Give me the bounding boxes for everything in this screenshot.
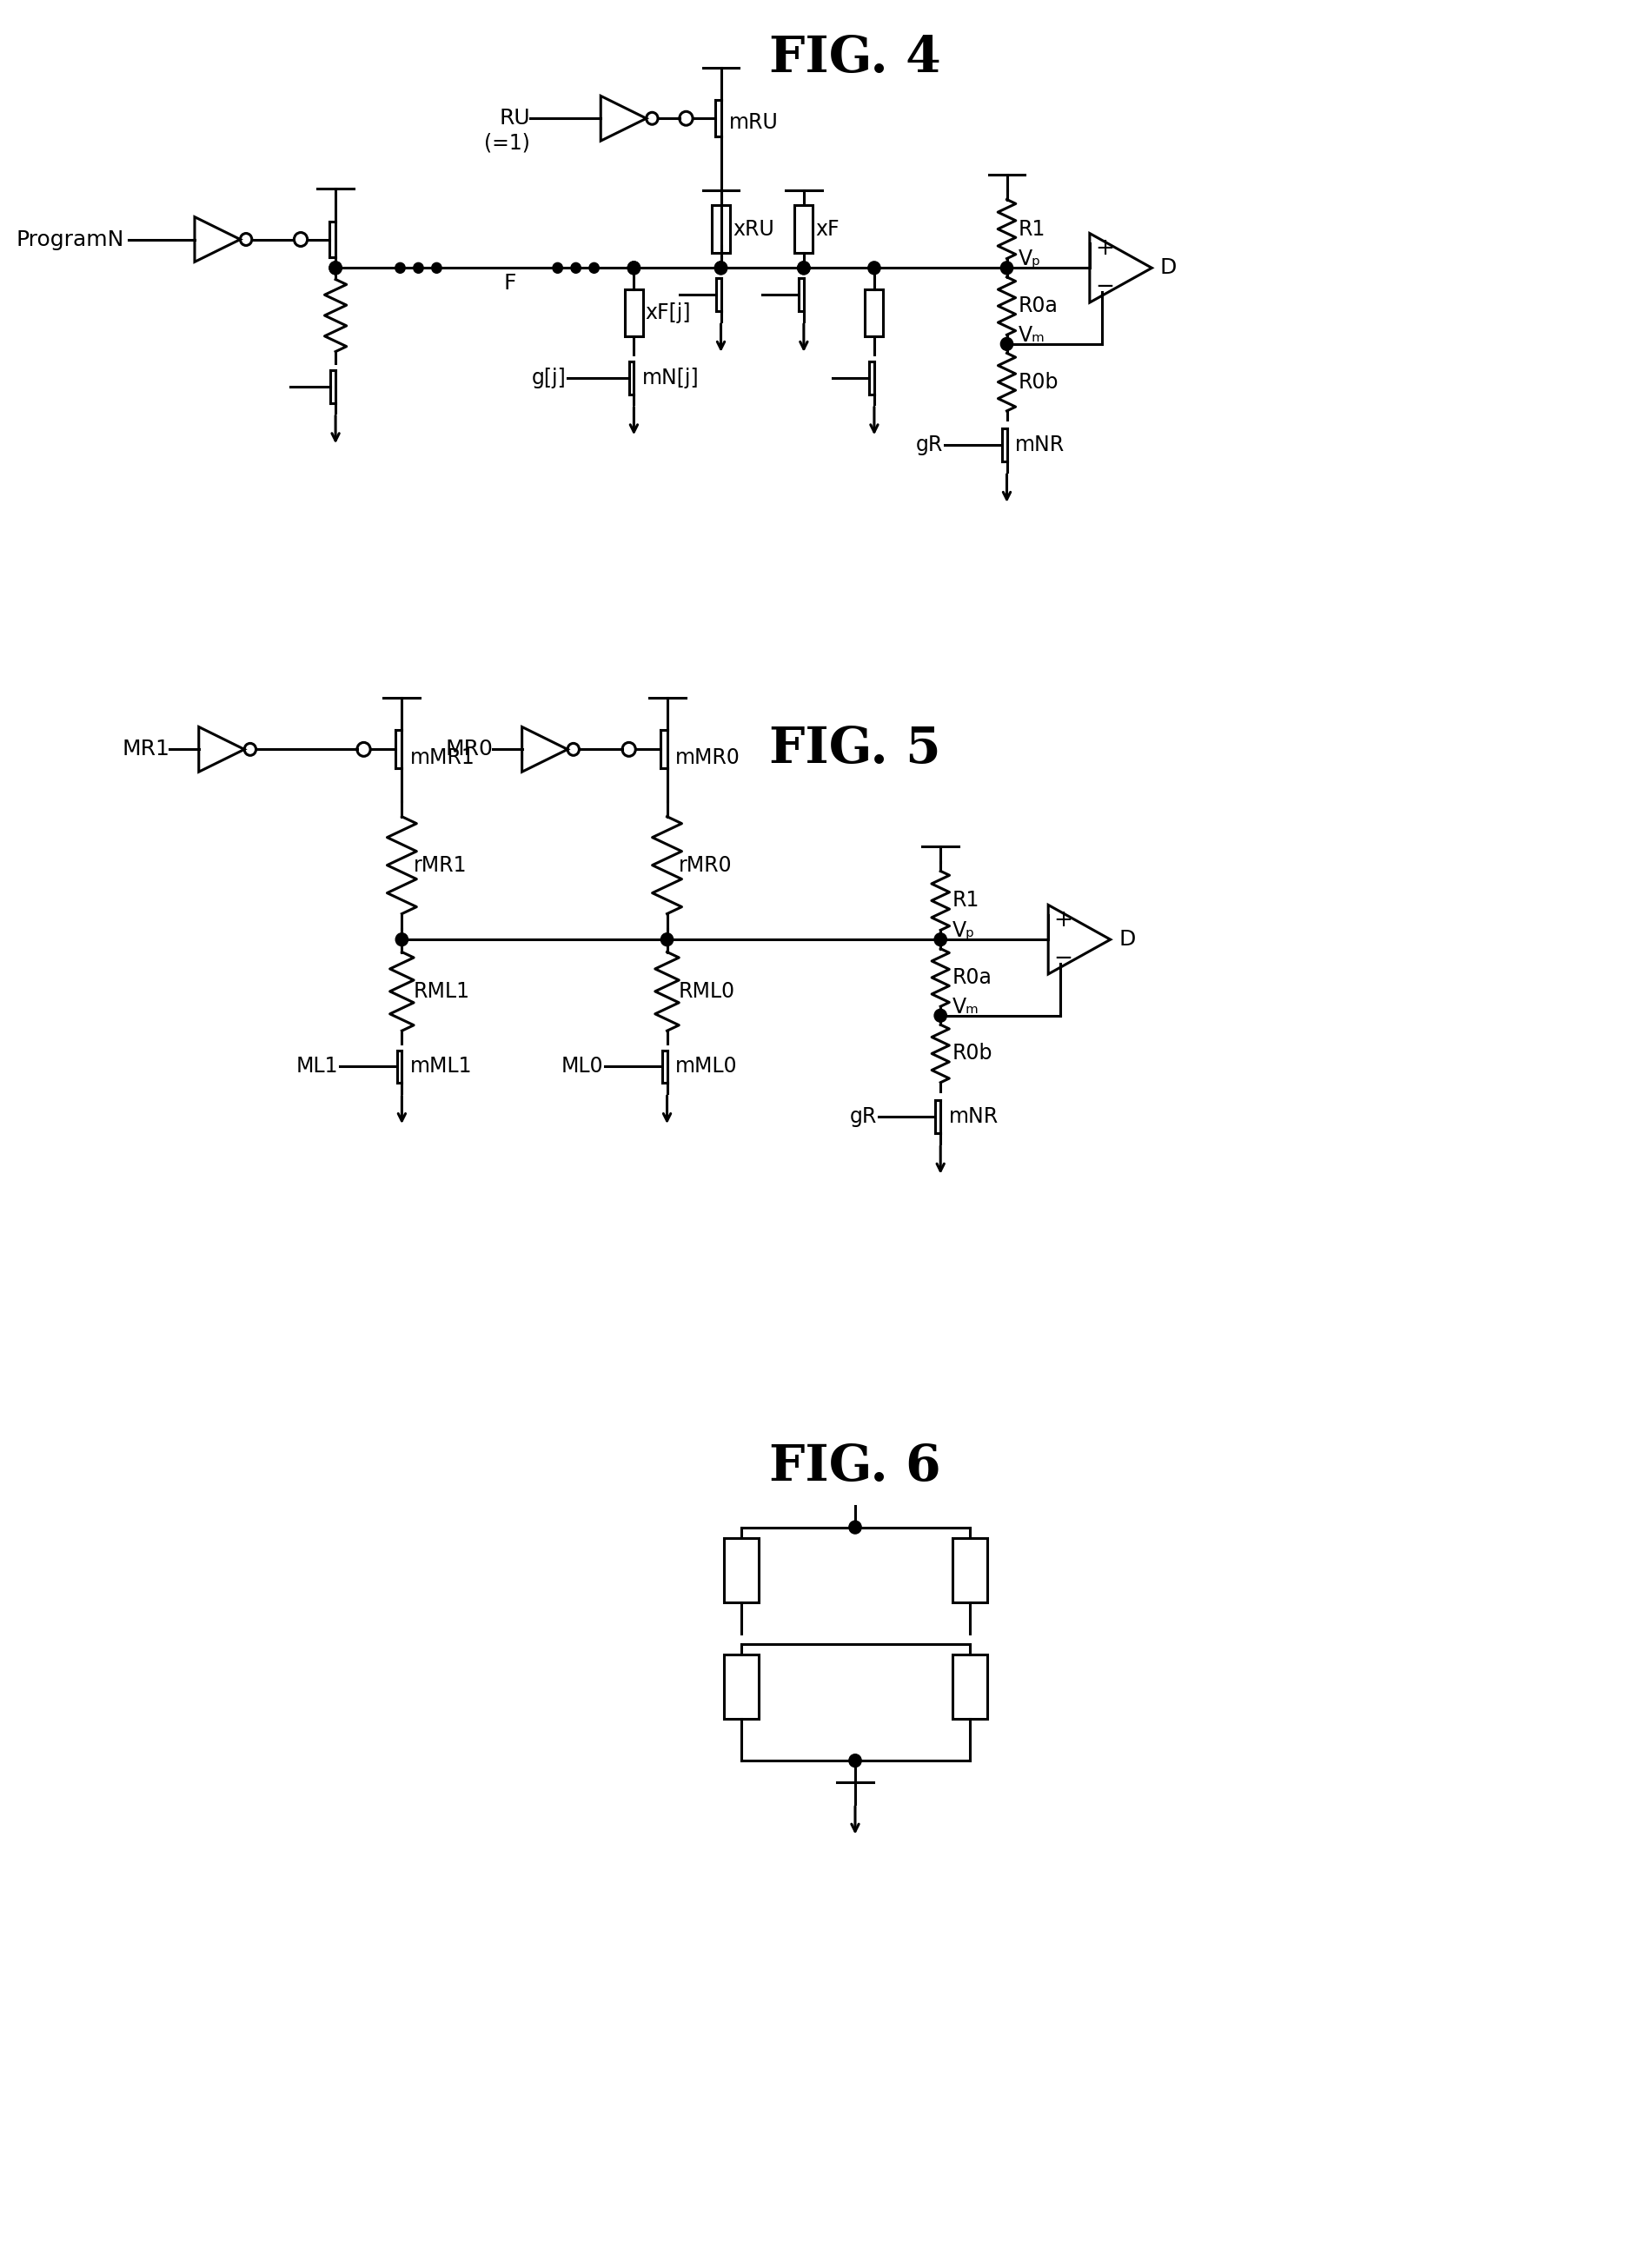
Text: FIG. 6: FIG. 6 bbox=[769, 1442, 942, 1490]
Text: xF: xF bbox=[815, 218, 839, 240]
Text: FIG. 5: FIG. 5 bbox=[769, 726, 942, 773]
Bar bbox=[625, 288, 644, 336]
Bar bbox=[711, 206, 731, 252]
Circle shape bbox=[329, 261, 342, 274]
Text: ProgramN: ProgramN bbox=[16, 229, 123, 249]
Text: D: D bbox=[1119, 930, 1136, 950]
Text: ML1: ML1 bbox=[296, 1057, 337, 1077]
Bar bbox=[866, 288, 884, 336]
Text: mMR0: mMR0 bbox=[675, 748, 741, 769]
Text: mML1: mML1 bbox=[410, 1057, 472, 1077]
Text: gR: gR bbox=[849, 1107, 877, 1127]
Bar bbox=[724, 1538, 759, 1603]
Text: R1: R1 bbox=[951, 891, 979, 912]
Text: mNR: mNR bbox=[948, 1107, 999, 1127]
Text: +: + bbox=[1053, 909, 1073, 932]
Circle shape bbox=[329, 261, 342, 274]
Circle shape bbox=[627, 261, 640, 274]
Text: Vₚ: Vₚ bbox=[951, 921, 974, 941]
Text: xF[j]: xF[j] bbox=[645, 302, 691, 324]
Text: xRU: xRU bbox=[732, 218, 774, 240]
Text: mRU: mRU bbox=[729, 113, 779, 134]
Text: Vₚ: Vₚ bbox=[1019, 249, 1042, 270]
Text: R1: R1 bbox=[1019, 218, 1045, 240]
Text: g[j]: g[j] bbox=[532, 367, 566, 388]
Text: MR1: MR1 bbox=[122, 739, 170, 760]
Text: (=1): (=1) bbox=[484, 132, 530, 152]
Text: Vₘ: Vₘ bbox=[1019, 324, 1045, 345]
Text: Vₘ: Vₘ bbox=[951, 996, 979, 1018]
Text: RML0: RML0 bbox=[678, 982, 736, 1002]
Circle shape bbox=[553, 263, 563, 272]
Text: −: − bbox=[1095, 277, 1114, 297]
Text: F: F bbox=[504, 272, 515, 295]
Circle shape bbox=[714, 261, 728, 274]
Circle shape bbox=[935, 1009, 946, 1023]
Bar bbox=[795, 206, 813, 252]
Text: rMR0: rMR0 bbox=[678, 855, 732, 875]
Text: RU: RU bbox=[499, 109, 530, 129]
Text: mN[j]: mN[j] bbox=[642, 367, 700, 388]
Circle shape bbox=[571, 263, 581, 272]
Circle shape bbox=[714, 261, 728, 274]
Text: −: − bbox=[1053, 948, 1073, 971]
Text: +: + bbox=[1095, 238, 1114, 261]
Text: mML0: mML0 bbox=[675, 1057, 737, 1077]
Text: MR0: MR0 bbox=[446, 739, 494, 760]
Circle shape bbox=[1001, 261, 1012, 274]
Circle shape bbox=[660, 932, 673, 946]
Circle shape bbox=[849, 1522, 861, 1533]
Circle shape bbox=[867, 261, 881, 274]
Circle shape bbox=[849, 1753, 861, 1767]
Circle shape bbox=[395, 932, 408, 946]
Text: gR: gR bbox=[915, 435, 943, 456]
Text: mMR1: mMR1 bbox=[410, 748, 476, 769]
Circle shape bbox=[589, 263, 599, 272]
Text: R0a: R0a bbox=[951, 966, 993, 989]
Circle shape bbox=[798, 261, 810, 274]
Circle shape bbox=[798, 261, 810, 274]
Circle shape bbox=[395, 263, 405, 272]
Circle shape bbox=[431, 263, 441, 272]
Circle shape bbox=[935, 932, 946, 946]
Text: R0a: R0a bbox=[1019, 295, 1058, 318]
Text: R0b: R0b bbox=[1019, 372, 1058, 392]
Bar bbox=[951, 1538, 988, 1603]
Text: mNR: mNR bbox=[1016, 435, 1065, 456]
Text: D: D bbox=[1160, 259, 1177, 279]
Text: rMR1: rMR1 bbox=[413, 855, 467, 875]
Text: ML0: ML0 bbox=[561, 1057, 602, 1077]
Text: R0b: R0b bbox=[951, 1043, 993, 1064]
Text: RML1: RML1 bbox=[413, 982, 469, 1002]
Bar bbox=[951, 1653, 988, 1719]
Circle shape bbox=[413, 263, 423, 272]
Circle shape bbox=[627, 261, 640, 274]
Text: FIG. 4: FIG. 4 bbox=[769, 34, 942, 82]
Circle shape bbox=[1001, 338, 1012, 352]
Bar bbox=[724, 1653, 759, 1719]
